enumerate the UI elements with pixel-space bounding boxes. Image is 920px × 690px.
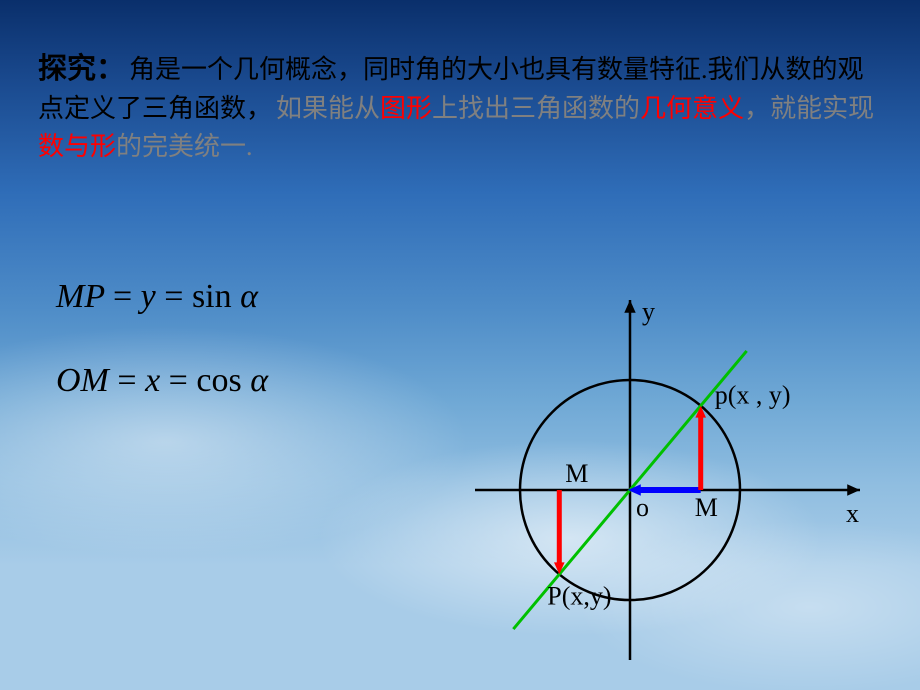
svg-text:P(x,y): P(x,y): [547, 581, 611, 610]
svg-text:y: y: [642, 297, 655, 326]
slide: 探究： 角是一个几何概念，同时角的大小也具有数量特征.我们从数的观点定义了三角函…: [0, 0, 920, 690]
unit-circle-diagram: y x o M Mp(x , y) P(x,y): [410, 280, 890, 680]
svg-text:p(x , y): p(x , y): [715, 381, 791, 410]
gray-after: 的完美统一.: [116, 132, 253, 161]
intro-text: 探究： 角是一个几何概念，同时角的大小也具有数量特征.我们从数的观点定义了三角函…: [38, 48, 888, 165]
formula-sin: MP = y = sin α: [56, 278, 258, 316]
svg-text:x: x: [846, 499, 859, 528]
gray-mid1: 上找出三角函数的: [432, 94, 640, 123]
gray-before: 如果能从: [276, 94, 380, 123]
red1: 图形: [380, 94, 432, 123]
svg-text:M: M: [695, 493, 718, 522]
red3: 数与形: [38, 132, 116, 161]
red2: 几何意义: [640, 94, 744, 123]
lead-word: 探究：: [38, 53, 125, 85]
svg-text:o: o: [636, 493, 649, 522]
svg-text:M: M: [565, 459, 588, 488]
formula-cos: OM = x = cos α: [56, 362, 268, 400]
gray-mid2: ，就能实现: [744, 94, 874, 123]
